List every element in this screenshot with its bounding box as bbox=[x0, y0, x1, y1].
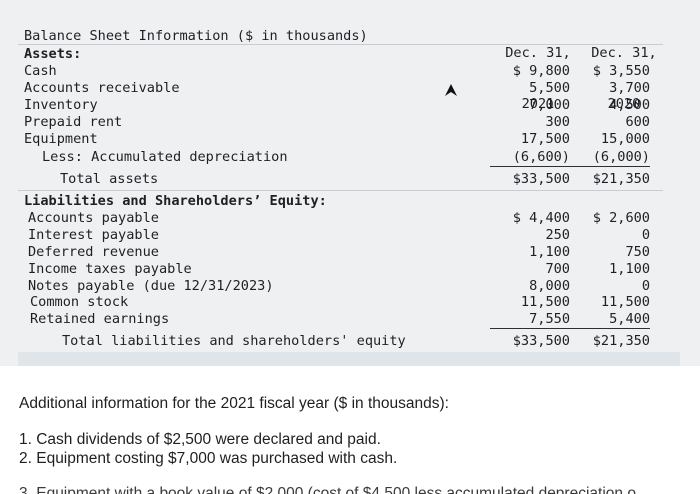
assets-heading: Assets: bbox=[24, 46, 82, 62]
asset-equipment-2021: 17,500 bbox=[520, 131, 570, 147]
additional-info: Additional information for the 2021 fisc… bbox=[0, 366, 700, 494]
asset-prepaid-2020: 600 bbox=[625, 114, 650, 130]
liab-label-taxes: Income taxes payable bbox=[28, 261, 192, 277]
asset-label-accum-dep: Less: Accumulated depreciation bbox=[42, 149, 288, 165]
total-assets-label: Total assets bbox=[60, 171, 159, 187]
asset-receivable-2020: 3,700 bbox=[609, 80, 650, 96]
column-header-2021-line1: Dec. 31, bbox=[505, 45, 571, 61]
asset-label-equipment: Equipment bbox=[24, 131, 98, 147]
asset-equipment-2020: 15,000 bbox=[600, 131, 650, 147]
asset-accum-dep-2020: (6,000) bbox=[570, 149, 650, 167]
header-divider bbox=[18, 44, 663, 45]
column-header-2021: Dec. 31, 2021 bbox=[500, 11, 576, 147]
asset-inventory-2020: 4,500 bbox=[609, 97, 650, 113]
liab-label-deferred: Deferred revenue bbox=[28, 244, 159, 260]
liab-taxes-2020: 1,100 bbox=[609, 261, 650, 277]
column-header-2020: Dec. 31, 2020 bbox=[586, 11, 662, 147]
asset-cash-2020: $ 3,550 bbox=[592, 63, 650, 79]
equity-label-common: Common stock bbox=[30, 294, 129, 310]
note-item-3: 3. Equipment with a book value of $2,000… bbox=[19, 486, 699, 494]
liab-notes-2020: 0 bbox=[641, 278, 650, 294]
note-item-1: 1. Cash dividends of $2,500 were declare… bbox=[19, 431, 381, 448]
column-header-2021-line2: 2021 bbox=[521, 96, 555, 112]
liab-label-notes: Notes payable (due 12/31/2023) bbox=[28, 278, 274, 294]
equity-common-2020: 11,500 bbox=[600, 294, 650, 310]
liab-deferred-2021: 1,100 bbox=[529, 244, 570, 260]
total-assets-2021: $33,500 bbox=[512, 171, 570, 187]
liab-ap-2021: $ 4,400 bbox=[512, 210, 570, 226]
asset-cash-2021: $ 9,800 bbox=[512, 63, 570, 79]
liab-interest-2020: 0 bbox=[641, 227, 650, 243]
equity-retained-2021: 7,550 bbox=[490, 311, 570, 329]
liabilities-heading: Liabilities and Shareholders’ Equity: bbox=[24, 193, 327, 209]
equity-common-2021: 11,500 bbox=[520, 294, 570, 310]
asset-accum-dep-2021: (6,600) bbox=[490, 149, 570, 167]
asset-label-cash: Cash bbox=[24, 63, 57, 79]
additional-info-heading: Additional information for the 2021 fisc… bbox=[19, 395, 449, 412]
table-bottom-band bbox=[18, 352, 680, 366]
asset-prepaid-2021: 300 bbox=[545, 114, 570, 130]
asset-label-prepaid: Prepaid rent bbox=[24, 114, 123, 130]
liab-label-ap: Accounts payable bbox=[28, 210, 159, 226]
liab-taxes-2021: 700 bbox=[545, 261, 570, 277]
total-assets-2020: $21,350 bbox=[592, 171, 650, 187]
note-item-2: 2. Equipment costing $7,000 was purchase… bbox=[19, 450, 398, 467]
total-liab-equity-2021: $33,500 bbox=[512, 333, 570, 349]
liab-deferred-2020: 750 bbox=[625, 244, 650, 260]
section-divider bbox=[18, 190, 663, 191]
column-header-2020-line1: Dec. 31, bbox=[591, 45, 657, 61]
liab-label-interest: Interest payable bbox=[28, 227, 159, 243]
mouse-cursor-icon bbox=[445, 84, 457, 96]
total-liab-equity-label: Total liabilities and shareholders' equi… bbox=[62, 333, 406, 349]
liab-notes-2021: 8,000 bbox=[529, 278, 570, 294]
asset-label-receivable: Accounts receivable bbox=[24, 80, 180, 96]
equity-retained-2020: 5,400 bbox=[570, 311, 650, 329]
equity-label-retained: Retained earnings bbox=[30, 311, 170, 327]
balance-sheet: Dec. 31, 2021 Dec. 31, 2020 Balance Shee… bbox=[0, 0, 700, 366]
liab-interest-2021: 250 bbox=[545, 227, 570, 243]
column-header-2020-line2: 2020 bbox=[607, 96, 641, 112]
total-liab-equity-2020: $21,350 bbox=[592, 333, 650, 349]
liab-ap-2020: $ 2,600 bbox=[592, 210, 650, 226]
sheet-title: Balance Sheet Information ($ in thousand… bbox=[24, 28, 368, 44]
asset-label-inventory: Inventory bbox=[24, 97, 98, 113]
asset-receivable-2021: 5,500 bbox=[529, 80, 570, 96]
asset-inventory-2021: 7,000 bbox=[529, 97, 570, 113]
